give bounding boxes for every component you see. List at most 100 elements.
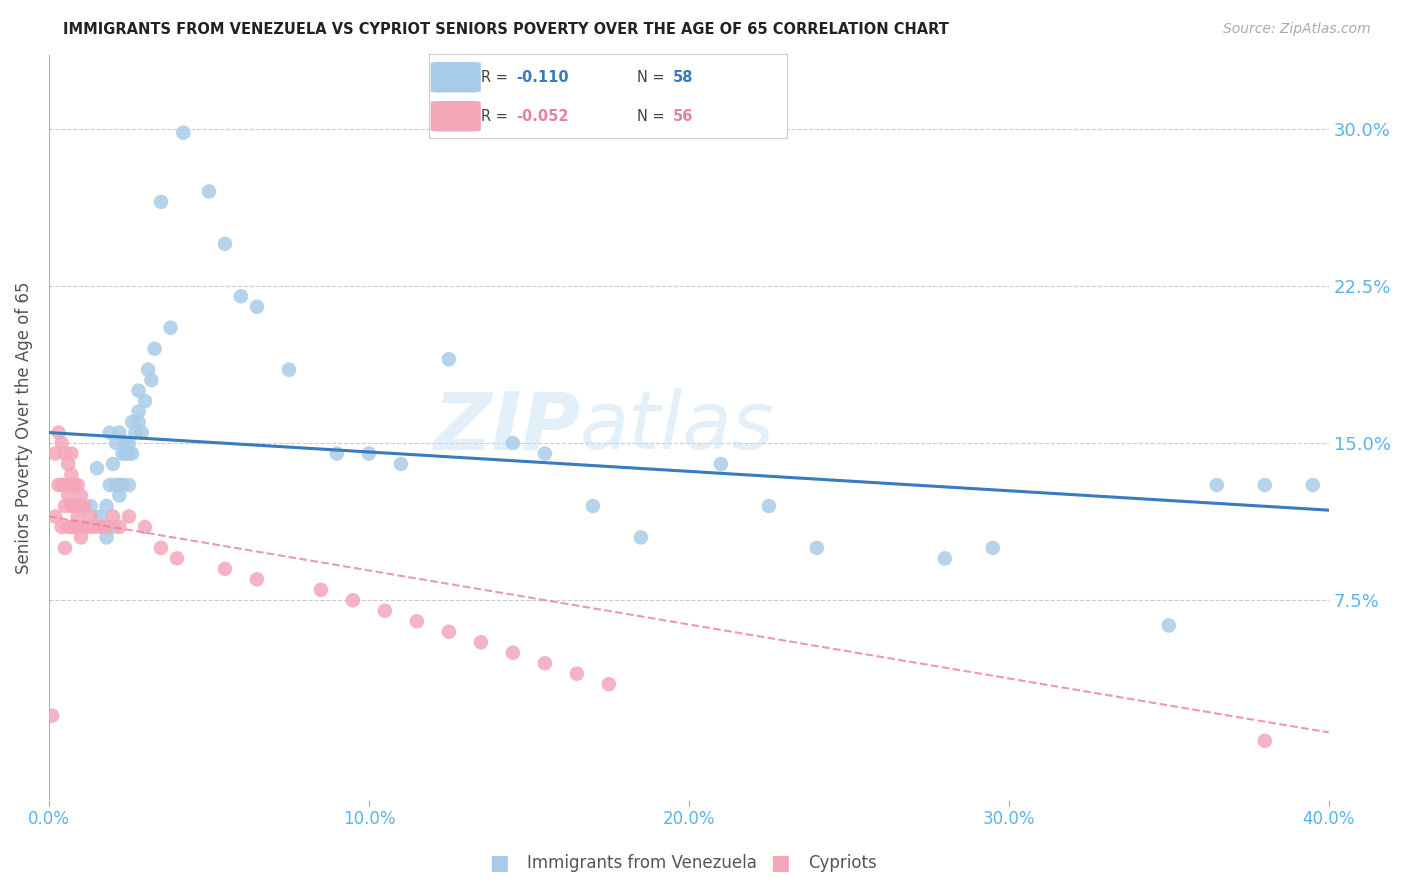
Text: atlas: atlas (581, 388, 775, 467)
Point (56, 520, 79, 534)
Point (131, 425, 153, 440)
Point (246, 572, 269, 586)
Point (73, 499, 96, 513)
Point (114, 446, 136, 460)
Text: 56: 56 (672, 109, 693, 124)
Point (134, 394, 156, 409)
Text: Immigrants from Venezuela: Immigrants from Venezuela (527, 855, 756, 872)
Point (105, 436, 128, 450)
Point (53, 446, 76, 460)
Point (121, 446, 143, 460)
Point (143, 342, 166, 356)
Text: Cypriots: Cypriots (808, 855, 877, 872)
Point (101, 457, 124, 471)
Point (108, 425, 131, 440)
Point (758, 499, 780, 513)
Point (1254, 734, 1277, 748)
Point (565, 666, 588, 681)
Point (89, 520, 111, 534)
Point (406, 615, 429, 629)
Point (89, 509, 111, 524)
Point (41, 708, 63, 723)
Point (1254, 478, 1277, 492)
Text: R =: R = (481, 70, 512, 85)
Point (1205, 478, 1227, 492)
Text: ■: ■ (489, 854, 509, 873)
Point (111, 446, 134, 460)
Point (66, 509, 89, 524)
Point (98, 425, 121, 440)
Point (1157, 618, 1180, 632)
Point (53, 499, 76, 513)
Point (70, 530, 93, 544)
Point (357, 446, 380, 460)
Text: N =: N = (637, 70, 669, 85)
Point (229, 289, 252, 303)
Point (96, 530, 118, 544)
Point (96, 520, 118, 534)
Point (118, 446, 141, 460)
Point (76, 520, 98, 534)
Point (114, 436, 136, 450)
Text: -0.052: -0.052 (516, 109, 569, 124)
Point (79, 509, 101, 524)
Point (246, 300, 269, 314)
Point (326, 446, 349, 460)
Point (437, 624, 460, 639)
FancyBboxPatch shape (430, 62, 481, 93)
Text: ■: ■ (770, 854, 790, 873)
Point (56, 488, 79, 502)
Point (198, 185, 221, 199)
Point (118, 478, 141, 492)
Point (96, 499, 118, 513)
Point (60, 520, 83, 534)
Point (710, 457, 733, 471)
Point (60, 446, 83, 460)
Point (48, 478, 70, 492)
Text: N =: N = (637, 109, 669, 124)
Point (128, 415, 150, 429)
Point (502, 646, 524, 660)
Point (159, 320, 181, 334)
Point (136, 362, 159, 376)
Point (93, 520, 115, 534)
Point (101, 509, 124, 524)
Point (582, 499, 605, 513)
Point (60, 478, 83, 492)
Point (44, 509, 66, 524)
Point (108, 520, 131, 534)
Text: ZIP: ZIP (433, 388, 581, 467)
Point (60, 499, 83, 513)
Point (534, 657, 557, 671)
Point (149, 541, 172, 555)
Point (981, 541, 1004, 555)
Point (51, 436, 73, 450)
Text: Source: ZipAtlas.com: Source: ZipAtlas.com (1223, 22, 1371, 37)
FancyBboxPatch shape (430, 101, 481, 131)
Point (166, 551, 188, 566)
Point (63, 499, 86, 513)
Point (128, 384, 150, 398)
Point (48, 425, 70, 440)
Point (111, 478, 134, 492)
Point (51, 520, 73, 534)
Point (124, 425, 146, 440)
Point (66, 520, 89, 534)
Point (60, 467, 83, 482)
Y-axis label: Seniors Poverty Over the Age of 65: Seniors Poverty Over the Age of 65 (15, 281, 32, 574)
Point (214, 236, 236, 251)
Point (66, 478, 89, 492)
Point (63, 520, 86, 534)
Point (309, 582, 332, 597)
Point (806, 541, 828, 555)
Point (73, 520, 96, 534)
Point (70, 499, 93, 513)
Point (121, 415, 143, 429)
Point (86, 461, 108, 475)
Point (374, 604, 396, 618)
Point (437, 352, 460, 367)
Point (534, 446, 557, 460)
Point (51, 478, 73, 492)
Point (53, 478, 76, 492)
Point (83, 520, 105, 534)
